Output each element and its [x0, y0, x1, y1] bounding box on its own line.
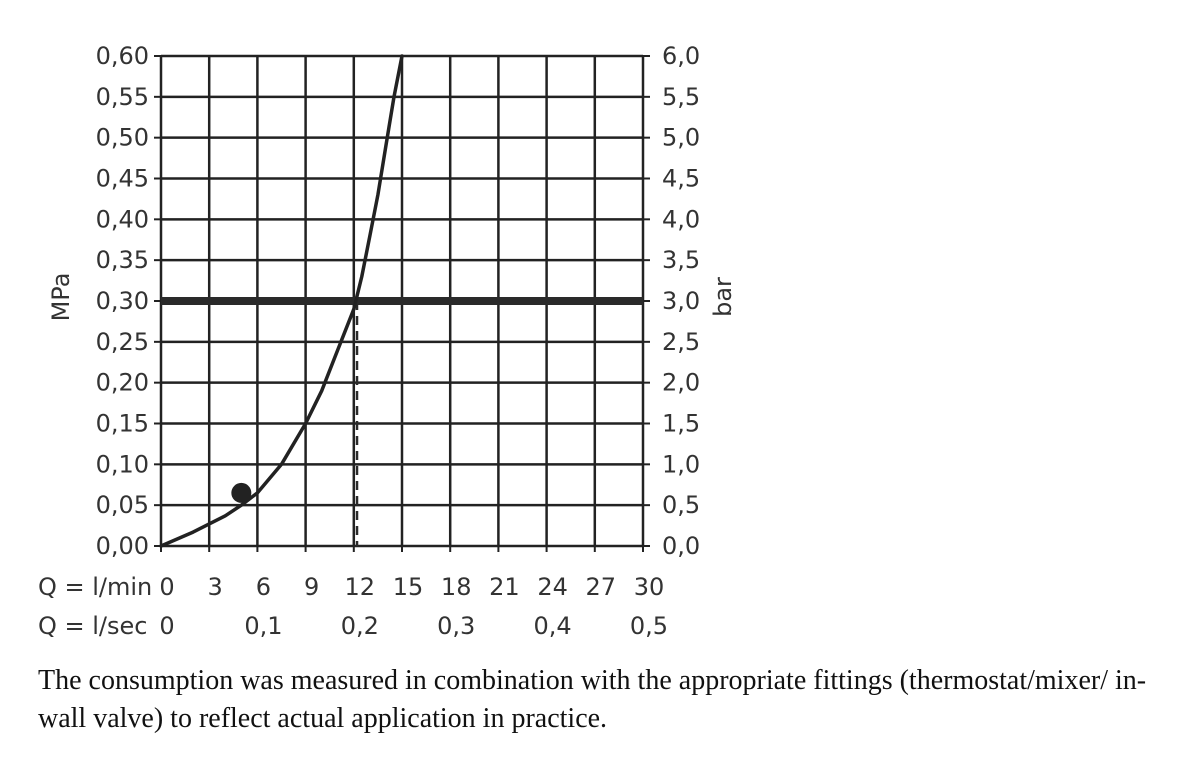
- y-right-tick-label: 2,5: [662, 328, 700, 356]
- x-lsec-tick-label: 0,2: [341, 612, 379, 640]
- x-lmin-tick-label: 21: [489, 573, 520, 601]
- x-lsec-tick-label: 0,1: [244, 612, 282, 640]
- x-lsec-tick-label: 0,3: [437, 612, 475, 640]
- y-left-tick-label: 0,05: [96, 491, 149, 519]
- x-lmin-tick-label: 9: [304, 573, 319, 601]
- x-axis-lsec-title: Q = l/sec: [38, 612, 147, 640]
- y-right-tick-label: 4,5: [662, 165, 700, 193]
- y-left-tick-label: 0,35: [96, 246, 149, 274]
- y-right-tick-label: 3,0: [662, 287, 700, 315]
- x-lmin-tick-label: 3: [208, 573, 223, 601]
- y-left-tick-label: 0,20: [96, 369, 149, 397]
- x-lmin-tick-label: 15: [393, 573, 424, 601]
- y-right-tick-label: 0,0: [662, 532, 700, 560]
- y-right-tick-label: 6,0: [662, 42, 700, 70]
- reference-lines: [161, 297, 643, 546]
- x-lmin-tick-label: 27: [586, 573, 617, 601]
- x-lmin-tick-label: 24: [537, 573, 568, 601]
- y-axis-left-title: MPa: [47, 273, 75, 322]
- axis-titles: MPa bar Q = l/min Q = l/sec: [38, 273, 737, 640]
- x-lmin-tick-label: 0: [159, 573, 174, 601]
- y-left-tick-label: 0,45: [96, 165, 149, 193]
- x-axis-lmin-title: Q = l/min: [38, 573, 152, 601]
- y-right-tick-label: 4,0: [662, 205, 700, 233]
- x-lmin-tick-label: 18: [441, 573, 472, 601]
- series-layer: [159, 54, 404, 548]
- y-left-tick-label: 0,25: [96, 328, 149, 356]
- y-left-tick-label: 0,30: [96, 287, 149, 315]
- y-right-tick-label: 5,0: [662, 124, 700, 152]
- data-point-marker: [231, 482, 252, 503]
- caption-text: The consumption was measured in combinat…: [38, 665, 1147, 734]
- y-left-tick-label: 0,50: [96, 124, 149, 152]
- tick-labels: 0,000,050,100,150,200,250,300,350,400,45…: [96, 42, 701, 640]
- y-right-tick-label: 1,5: [662, 410, 700, 438]
- y-left-tick-label: 0,10: [96, 450, 149, 478]
- y-left-tick-label: 0,60: [96, 42, 149, 70]
- x-lmin-tick-label: 12: [345, 573, 376, 601]
- x-lmin-tick-label: 30: [634, 573, 665, 601]
- x-lmin-tick-label: 6: [256, 573, 271, 601]
- y-right-tick-label: 1,0: [662, 450, 700, 478]
- y-left-tick-label: 0,55: [96, 83, 149, 111]
- y-right-tick-label: 2,0: [662, 369, 700, 397]
- x-lsec-tick-label: 0,4: [534, 612, 572, 640]
- y-right-tick-label: 3,5: [662, 246, 700, 274]
- flow-curve: [159, 54, 404, 548]
- y-left-tick-label: 0,00: [96, 532, 149, 560]
- y-left-tick-label: 0,40: [96, 205, 149, 233]
- y-right-tick-label: 5,5: [662, 83, 700, 111]
- x-lsec-tick-label: 0: [159, 612, 174, 640]
- y-left-tick-label: 0,15: [96, 410, 149, 438]
- x-lsec-tick-label: 0,5: [630, 612, 668, 640]
- y-axis-right-title: bar: [709, 277, 737, 317]
- pressure-flow-chart: 0,000,050,100,150,200,250,300,350,400,45…: [38, 42, 737, 640]
- y-right-tick-label: 0,5: [662, 491, 700, 519]
